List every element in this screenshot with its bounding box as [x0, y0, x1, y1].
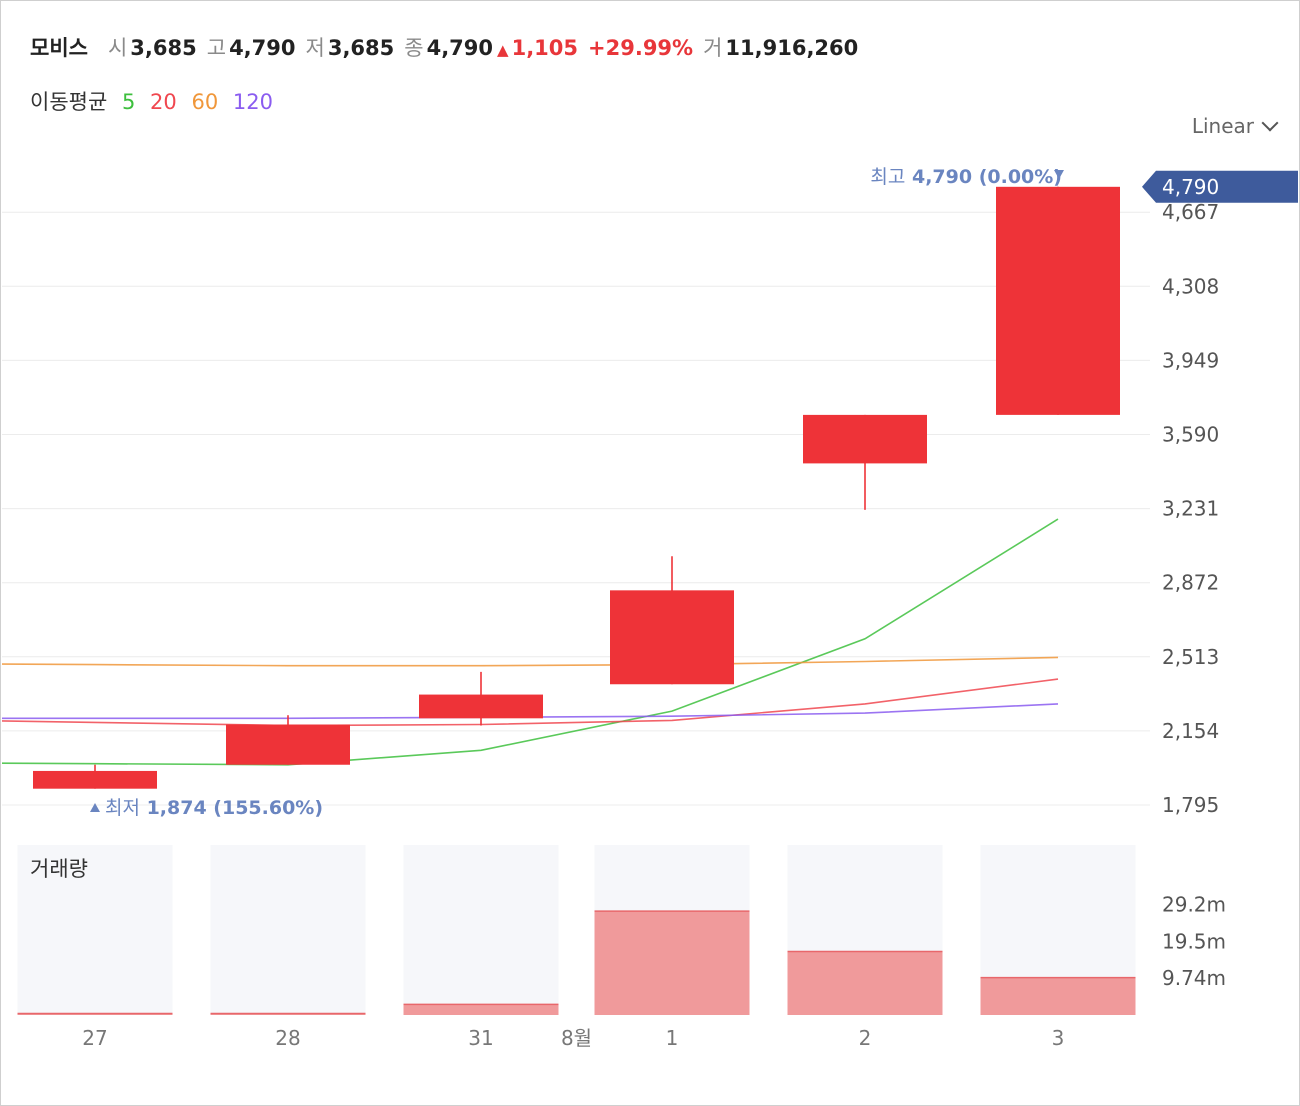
scale-dropdown[interactable]: Linear — [1191, 114, 1279, 138]
close-label: 종 — [404, 36, 424, 60]
candle-body — [226, 724, 350, 765]
stock-name: 모비스 — [30, 36, 88, 60]
ma-5-label[interactable]: 5 — [121, 90, 136, 114]
candle-body — [610, 590, 734, 685]
low-annotation: 최저 1,874 (155.60%) — [105, 797, 323, 819]
volume-bar — [403, 1004, 559, 1015]
y-tick-label: 3,231 — [1162, 497, 1219, 521]
volume-y-tick-label: 9.74m — [1162, 966, 1226, 990]
ma-60-label[interactable]: 60 — [191, 90, 219, 114]
volume-bar — [787, 951, 943, 1015]
up-triangle-icon — [90, 803, 100, 812]
moving-average-line-5 — [1, 518, 1059, 766]
y-tick-label: 3,590 — [1162, 423, 1219, 447]
close-value: 4,790 — [426, 36, 494, 60]
last-price-tag-label: 4,790 — [1162, 175, 1219, 199]
y-tick-label: 2,872 — [1162, 571, 1219, 595]
volume-value: 11,916,260 — [725, 36, 859, 60]
x-tick-label: 31 — [468, 1026, 493, 1050]
high-value: 4,790 — [229, 36, 296, 60]
moving-average-label: 이동평균 — [30, 90, 108, 114]
low-label: 저 — [305, 36, 325, 60]
x-tick-label: 27 — [82, 1026, 107, 1050]
moving-average-legend: 이동평균 5 20 60 120 — [30, 86, 281, 116]
x-tick-label: 28 — [275, 1026, 300, 1050]
volume-column-background — [403, 845, 559, 1015]
ma-20-label[interactable]: 20 — [150, 90, 177, 114]
change-value: 1,105 — [511, 36, 579, 60]
volume-column-background — [17, 845, 173, 1015]
x-tick-label: 3 — [1052, 1026, 1065, 1050]
high-label: 고 — [206, 36, 227, 60]
price-summary: 모비스 시 3,685 고 4,790 저 3,685 종 4,790 ▲ 1,… — [30, 32, 868, 64]
volume-column-background — [210, 845, 366, 1015]
high-annotation: 최고 4,790 (0.00%) — [870, 166, 1062, 188]
change-percent: +29.99% — [588, 36, 694, 60]
y-tick-label: 4,308 — [1162, 274, 1219, 298]
scale-dropdown-value: Linear — [1191, 114, 1254, 138]
y-tick-label: 2,513 — [1162, 645, 1219, 669]
y-tick-label: 1,795 — [1162, 793, 1219, 817]
volume-label: 거 — [703, 36, 723, 60]
y-tick-label: 3,949 — [1162, 348, 1219, 372]
y-tick-label: 4,667 — [1162, 200, 1219, 224]
moving-average-line-60 — [1, 656, 1059, 667]
open-value: 3,685 — [130, 36, 197, 60]
volume-y-tick-label: 19.5m — [1162, 929, 1226, 953]
x-tick-label: 2 — [859, 1026, 872, 1050]
candle-body — [996, 186, 1120, 415]
ma-120-label[interactable]: 120 — [232, 90, 273, 114]
up-triangle-icon: ▲ — [497, 41, 509, 59]
month-marker-label: 8월 — [561, 1026, 592, 1050]
x-tick-label: 1 — [666, 1026, 679, 1050]
volume-y-tick-label: 29.2m — [1162, 893, 1226, 917]
candle-body — [33, 770, 157, 789]
candle-body — [803, 414, 927, 464]
down-triangle-icon — [1054, 170, 1064, 179]
open-label: 시 — [107, 36, 128, 60]
y-tick-label: 2,154 — [1162, 719, 1219, 743]
volume-bar — [980, 977, 1136, 1015]
low-value: 3,685 — [327, 36, 395, 60]
candle-body — [419, 694, 543, 719]
volume-title: 거래량 — [30, 857, 88, 881]
volume-bar — [594, 911, 750, 1015]
last-price-tag — [1142, 170, 1298, 203]
